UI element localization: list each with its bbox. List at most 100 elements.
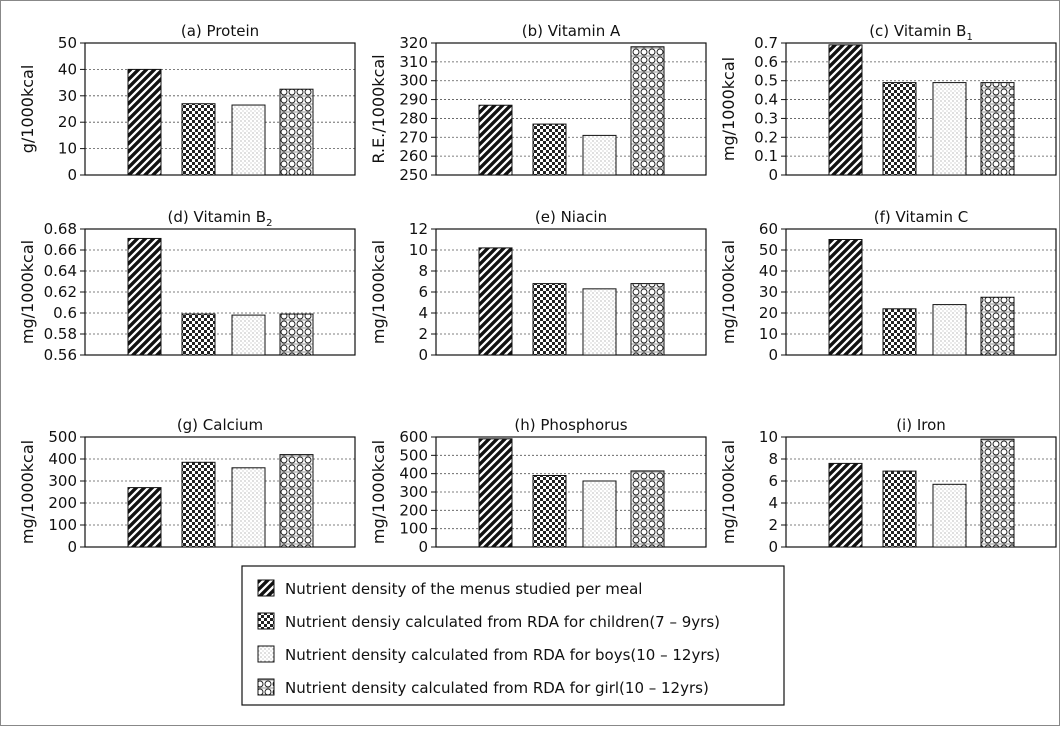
y-tick-label: 290	[399, 91, 428, 109]
legend-label-1: Nutrient densiy calculated from RDA for …	[285, 613, 720, 631]
y-tick-label: 0	[768, 166, 778, 184]
y-tick-label: 0.68	[44, 220, 77, 238]
y-tick-label: 0	[418, 346, 428, 364]
plot-area	[84, 436, 356, 548]
y-tick-label: 0.4	[754, 91, 778, 109]
chart-panel-3: 0.56 0.58 0.6 0.62 0.64 0.66 0.68 (d) Vitamin B…	[18, 208, 356, 364]
bar-0	[828, 44, 863, 176]
bar-2	[582, 134, 617, 176]
y-tick-label: 0	[418, 538, 428, 556]
bar-0	[127, 237, 162, 356]
chart-panel-0: 0 10 20 30 40 50 (a) Protein g/1000kcal	[18, 22, 356, 184]
chart-panel-8: 0 2 4 6 8 10 (i) Iron mg/1000kcal	[719, 416, 1057, 556]
y-tick-label: 0.66	[44, 241, 77, 259]
panel-title: (g) Calcium	[177, 416, 263, 434]
y-tick-label: 20	[759, 304, 778, 322]
y-axis-label: mg/1000kcal	[719, 440, 738, 544]
panel-title: (i) Iron	[896, 416, 946, 434]
y-tick-label: 50	[759, 241, 778, 259]
bar-2	[231, 467, 266, 548]
plot-area	[84, 42, 356, 176]
y-tick-label: 0.2	[754, 128, 778, 146]
y-axis-label: mg/1000kcal	[18, 440, 37, 544]
legend-swatch-2	[257, 645, 275, 663]
plot-area	[785, 436, 1057, 548]
y-tick-label: 0.3	[754, 109, 778, 127]
y-axis-label: mg/1000kcal	[18, 240, 37, 344]
panel-title: (c) Vitamin B1	[869, 22, 973, 43]
y-tick-label: 8	[418, 262, 428, 280]
bar-0	[478, 247, 513, 356]
legend-label-0: Nutrient density of the menus studied pe…	[285, 580, 642, 598]
y-tick-label: 280	[399, 109, 428, 127]
plot-area	[84, 228, 356, 356]
plot-area	[435, 42, 707, 176]
bar-3	[630, 470, 665, 548]
bar-3	[279, 313, 314, 356]
bar-1	[882, 308, 917, 356]
panel-title: (d) Vitamin B2	[168, 208, 273, 229]
y-axis-label: mg/1000kcal	[719, 240, 738, 344]
y-tick-label: 300	[48, 472, 77, 490]
bar-0	[478, 104, 513, 176]
y-tick-label: 260	[399, 147, 428, 165]
y-axis-label: mg/1000kcal	[369, 440, 388, 544]
bar-0	[127, 487, 162, 548]
y-tick-label: 0.5	[754, 72, 778, 90]
y-tick-label: 40	[58, 60, 77, 78]
panel-title: (f) Vitamin C	[874, 208, 968, 226]
y-tick-label: 0.64	[44, 262, 77, 280]
y-tick-label: 2	[418, 325, 428, 343]
y-tick-label: 2	[768, 516, 778, 534]
bar-1	[532, 475, 567, 548]
bar-1	[532, 123, 567, 176]
y-tick-label: 500	[48, 428, 77, 446]
chart-panel-2: 00.10.20.30.40.50.60.7 (c) Vitamin B1 mg/1…	[719, 22, 1057, 184]
y-tick-label: 0	[768, 346, 778, 364]
y-tick-label: 50	[58, 34, 77, 52]
y-tick-label: 270	[399, 128, 428, 146]
plot-area	[785, 228, 1057, 356]
bar-3	[630, 283, 665, 356]
y-tick-label: 200	[48, 494, 77, 512]
y-tick-label: 0.1	[754, 147, 778, 165]
bar-2	[231, 314, 266, 356]
y-tick-label: 40	[759, 262, 778, 280]
chart-panel-4: 0 2 4 6 8 10 12 (e) Niacin mg/1000kcal	[369, 208, 707, 364]
y-tick-label: 12	[409, 220, 428, 238]
legend-label-3: Nutrient density calculated from RDA for…	[285, 679, 709, 697]
bar-3	[980, 296, 1015, 356]
y-tick-label: 0.6	[53, 304, 77, 322]
y-tick-label: 60	[759, 220, 778, 238]
y-tick-label: 300	[399, 72, 428, 90]
y-tick-label: 10	[409, 241, 428, 259]
y-tick-label: 250	[399, 166, 428, 184]
bar-2	[582, 288, 617, 356]
bar-0	[127, 68, 162, 176]
bar-2	[231, 104, 266, 176]
y-tick-label: 20	[58, 113, 77, 131]
y-tick-label: 30	[58, 87, 77, 105]
y-axis-label: R.E./1000kcal	[369, 54, 388, 163]
y-tick-label: 0.7	[754, 34, 778, 52]
y-tick-label: 0.62	[44, 283, 77, 301]
bar-3	[279, 88, 314, 176]
y-tick-label: 0	[67, 166, 77, 184]
legend-box	[241, 565, 785, 706]
y-axis-label: mg/1000kcal	[369, 240, 388, 344]
y-tick-label: 8	[768, 450, 778, 468]
bar-0	[478, 438, 513, 548]
y-tick-label: 300	[399, 483, 428, 501]
y-axis-label: g/1000kcal	[18, 65, 37, 154]
plot-area	[435, 436, 707, 548]
bar-1	[882, 470, 917, 548]
bar-3	[279, 454, 314, 548]
bar-2	[932, 483, 967, 548]
panel-title: (h) Phosphorus	[514, 416, 627, 434]
y-tick-label: 0.58	[44, 325, 77, 343]
y-tick-label: 320	[399, 34, 428, 52]
